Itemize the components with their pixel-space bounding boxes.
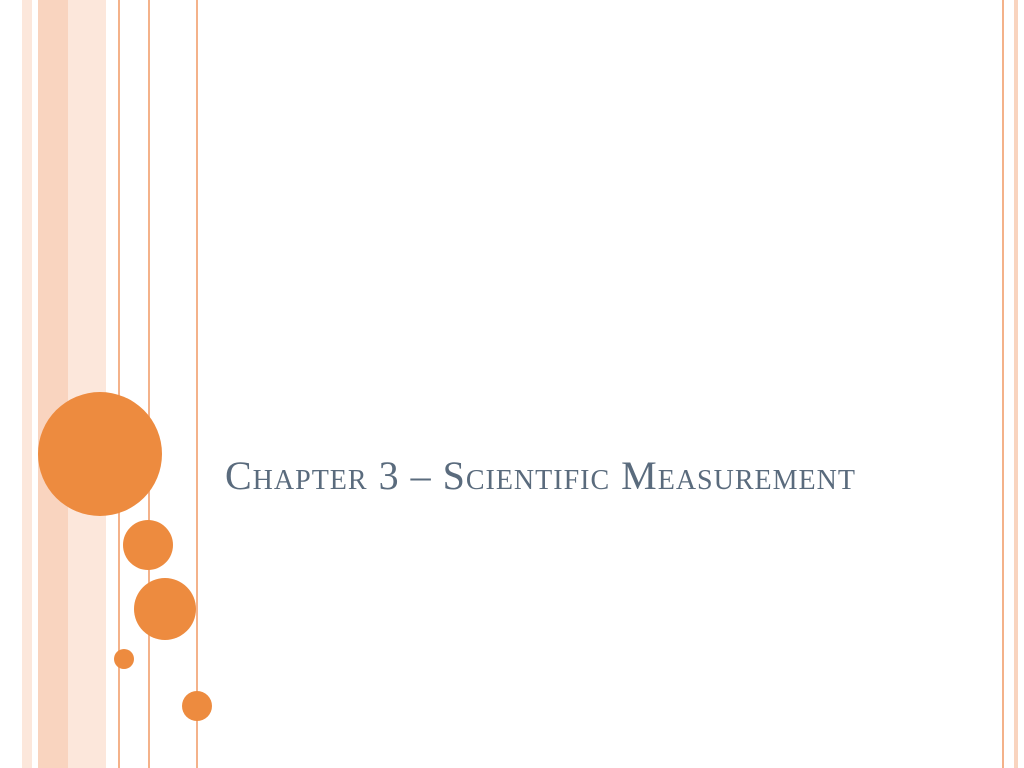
decorative-circle xyxy=(114,649,134,669)
decorative-stripe xyxy=(38,0,68,768)
decorative-stripe xyxy=(1002,0,1004,768)
decorative-stripe xyxy=(196,0,198,768)
decorative-stripe xyxy=(22,0,32,768)
decorative-circle xyxy=(182,691,212,721)
slide-title: Chapter 3 – Scientific Measurement xyxy=(225,452,925,500)
decorative-circle xyxy=(123,520,173,570)
decorative-stripe xyxy=(68,0,106,768)
decorative-stripe xyxy=(148,0,150,768)
decorative-stripe xyxy=(1014,0,1018,768)
decorative-circle xyxy=(38,392,162,516)
decorative-circle xyxy=(134,578,196,640)
